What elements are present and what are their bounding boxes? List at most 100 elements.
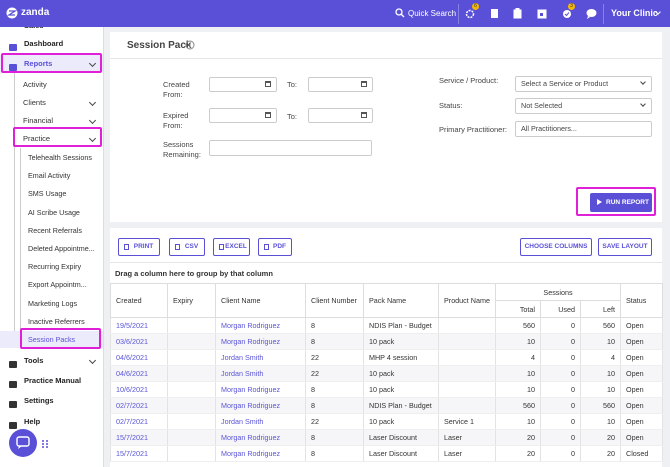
chat-button[interactable]: [8, 428, 38, 458]
column-header[interactable]: Expiry: [167, 283, 216, 318]
cell[interactable]: Morgan Rodriguez: [215, 429, 306, 446]
cell[interactable]: Morgan Rodriguez: [215, 317, 306, 334]
icon-clipboard[interactable]: [513, 8, 522, 19]
cell: 0: [540, 333, 581, 350]
run-report-button[interactable]: RUN REPORT: [590, 193, 652, 212]
cell[interactable]: 15/7/2021: [110, 445, 168, 462]
cell[interactable]: 02/7/2021: [110, 413, 168, 430]
table-row[interactable]: 19/5/2021 Morgan Rodriguez 8 NDIS Plan - Bu…: [110, 317, 663, 334]
info-icon[interactable]: [185, 40, 195, 50]
nav-item[interactable]: Session Packs: [0, 331, 103, 348]
table-row[interactable]: 04/6/2021 Jordan Smith 22 10 pack 10 0 10 Open: [110, 365, 663, 382]
cell[interactable]: 03/6/2021: [110, 333, 168, 350]
nav-item[interactable]: Export Appointm...: [28, 280, 87, 290]
cell: 10: [580, 413, 621, 430]
table-row[interactable]: 03/6/2021 Morgan Rodriguez 8 10 pack 10 0 10 Op…: [110, 333, 663, 350]
nav-item[interactable]: Marketing Logs: [28, 298, 78, 308]
cell[interactable]: Morgan Rodriguez: [215, 381, 306, 398]
top-bar: zanda Quick Search 6 3 Your Clinic: [0, 0, 670, 27]
icon-check[interactable]: [562, 8, 572, 19]
column-header[interactable]: Used: [540, 300, 581, 318]
nav-item[interactable]: Practice: [0, 130, 103, 147]
column-header[interactable]: Status: [620, 283, 663, 318]
label: Status:: [439, 101, 463, 110]
nav-item[interactable]: Deleted Appointme...: [28, 244, 95, 253]
column-header[interactable]: Created: [110, 283, 168, 318]
drag-handle[interactable]: [41, 439, 49, 449]
column-header[interactable]: Pack Name: [363, 283, 439, 318]
quick-search[interactable]: Quick Search: [408, 9, 457, 18]
column-header[interactable]: Total: [495, 300, 541, 318]
divider: [110, 58, 662, 59]
icon-doc[interactable]: [490, 8, 499, 19]
nav-item[interactable]: Practice Manual: [24, 376, 82, 385]
cell: 4: [495, 349, 541, 366]
cell[interactable]: 15/7/2021: [110, 429, 168, 446]
cell[interactable]: Morgan Rodriguez: [215, 333, 306, 350]
nav-item[interactable]: Email Activity: [28, 171, 71, 181]
column-header[interactable]: Left: [580, 300, 621, 318]
cell[interactable]: Morgan Rodriguez: [215, 397, 306, 414]
icon-calendar[interactable]: [537, 8, 547, 19]
cell[interactable]: 19/5/2021: [110, 317, 168, 334]
column-header[interactable]: Client Number: [305, 283, 364, 318]
date-input[interactable]: [209, 77, 277, 92]
icon-gear[interactable]: [465, 8, 475, 19]
cell: [438, 397, 496, 414]
nav-item[interactable]: Recurring Expiry: [28, 262, 82, 272]
date-input[interactable]: [308, 77, 373, 92]
cell: 22: [305, 413, 364, 430]
nav-item[interactable]: SMS Usage: [28, 189, 67, 199]
cell[interactable]: 10/6/2021: [110, 381, 168, 398]
nav-item[interactable]: Inactive Referrers: [28, 316, 85, 326]
table-row[interactable]: 15/7/2021 Morgan Rodriguez 8 Laser Discount…: [110, 445, 663, 462]
export-button[interactable]: PRINT: [118, 238, 160, 256]
cell[interactable]: Morgan Rodriguez: [215, 445, 306, 462]
table-body: 19/5/2021 Morgan Rodriguez 8 NDIS Plan - Bu…: [110, 317, 663, 462]
nav-item[interactable]: Sales: [0, 27, 103, 34]
date-input[interactable]: [308, 108, 373, 123]
export-button[interactable]: CSV: [169, 238, 205, 256]
column-header[interactable]: Client Name: [215, 283, 306, 318]
cell[interactable]: 04/6/2021: [110, 349, 168, 366]
cell[interactable]: Jordan Smith: [215, 349, 306, 366]
export-button[interactable]: EXCEL: [213, 238, 250, 256]
nav-item[interactable]: Reports: [0, 55, 103, 72]
cell[interactable]: 04/6/2021: [110, 365, 168, 382]
date-input[interactable]: [209, 108, 277, 123]
select[interactable]: All Practitioners...: [515, 121, 652, 137]
select[interactable]: Select a Service or Product: [515, 76, 652, 92]
logo[interactable]: zanda: [21, 7, 50, 18]
nav-item[interactable]: Telehealth Sessions: [28, 153, 92, 162]
nav-item[interactable]: AI Scribe Usage: [28, 207, 80, 217]
clinic-menu[interactable]: Your Clinic: [611, 8, 658, 18]
cell[interactable]: 02/7/2021: [110, 397, 168, 414]
nav-item[interactable]: Financial: [0, 112, 103, 129]
cell: 22: [305, 349, 364, 366]
column-header[interactable]: Product Name: [438, 283, 496, 318]
nav-item[interactable]: Recent Referrals: [28, 225, 82, 235]
export-button[interactable]: PDF: [258, 238, 292, 256]
cell: [167, 445, 216, 462]
table-row[interactable]: 15/7/2021 Morgan Rodriguez 8 Laser Discount…: [110, 429, 663, 446]
table-row[interactable]: 02/7/2021 Morgan Rodriguez 8 NDIS Plan - Bu…: [110, 397, 663, 414]
select[interactable]: Not Selected: [515, 98, 652, 114]
toolbar-button[interactable]: CHOOSE COLUMNS: [520, 238, 592, 256]
table-row[interactable]: 10/6/2021 Morgan Rodriguez 8 10 pack 10 0 10 Op…: [110, 381, 663, 398]
nav-item[interactable]: Dashboard: [24, 39, 64, 48]
nav-item[interactable]: Help: [24, 417, 41, 426]
nav-item[interactable]: Clients: [0, 94, 103, 111]
toolbar-button[interactable]: SAVE LAYOUT: [598, 238, 652, 256]
cell: 10: [495, 413, 541, 430]
table-row[interactable]: 04/6/2021 Jordan Smith 22 MHP 4 session 4 0 4 O…: [110, 349, 663, 366]
cell[interactable]: Jordan Smith: [215, 413, 306, 430]
cell[interactable]: Jordan Smith: [215, 365, 306, 382]
button-icon: [264, 244, 269, 250]
nav-item[interactable]: Tools: [0, 352, 103, 369]
icon-chat[interactable]: [586, 8, 597, 19]
calendar-icon: [361, 112, 367, 118]
nav-item[interactable]: Activity: [23, 80, 47, 89]
number-input[interactable]: [209, 140, 372, 156]
nav-item[interactable]: Settings: [24, 396, 54, 405]
